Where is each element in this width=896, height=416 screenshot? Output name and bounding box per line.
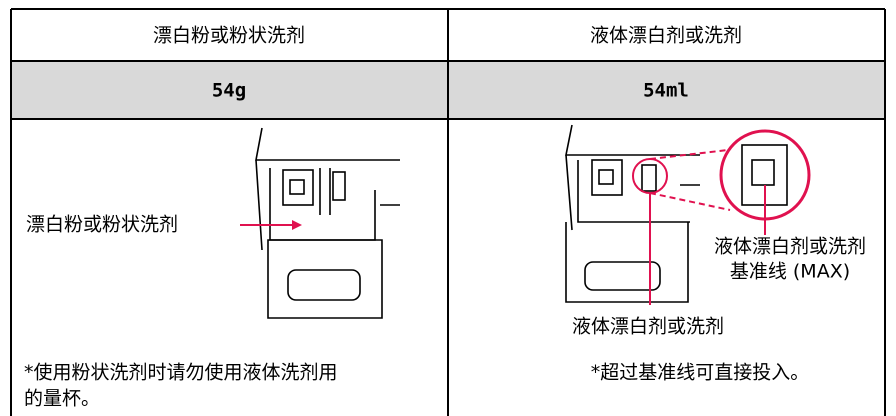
callout: 基准线 (MAX): [730, 261, 850, 283]
callout: 液体漂白剂或洗剂: [714, 236, 866, 258]
part-label: 液体漂白剂或洗剂: [572, 316, 724, 338]
drawer-illustration: [255, 127, 400, 319]
amount-cell: 54g: [212, 80, 246, 102]
header-cell: 液体漂白剂或洗剂: [590, 25, 742, 47]
zoom-lines: [649, 149, 731, 211]
amount-cell: 54ml: [643, 80, 689, 102]
header-cell: 漂白粉或粉状洗剂: [153, 25, 305, 47]
drawer-illustration: [565, 124, 811, 303]
note: *使用粉状洗剂时请勿使用液体洗剂用: [24, 362, 338, 384]
table-grid: [10, 8, 886, 416]
note: 的量杯。: [24, 388, 100, 410]
note: *超过基准线可直接投入。: [591, 362, 810, 384]
arrow-head: [292, 220, 302, 230]
highlight-circle: [632, 158, 668, 194]
part-label: 漂白粉或粉状洗剂: [26, 214, 178, 236]
